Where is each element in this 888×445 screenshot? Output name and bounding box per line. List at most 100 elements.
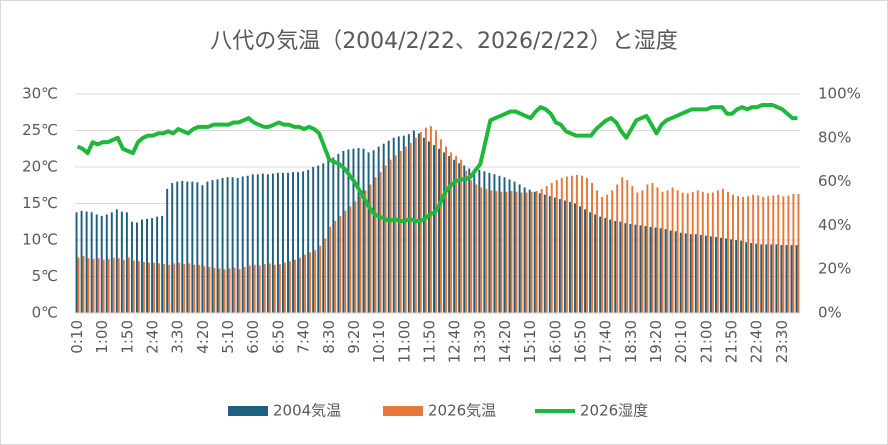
bar — [226, 177, 229, 313]
bar — [505, 191, 508, 313]
bar — [720, 237, 722, 313]
bar — [765, 244, 768, 313]
bar — [570, 175, 573, 313]
bar — [465, 170, 468, 313]
bar — [181, 180, 184, 313]
bar — [168, 264, 171, 313]
bar — [767, 196, 770, 313]
bar — [369, 184, 372, 313]
bar — [666, 190, 669, 313]
bar — [543, 194, 546, 313]
bar — [686, 193, 689, 313]
bar — [75, 212, 78, 313]
legend-label: 2004気温 — [273, 402, 341, 420]
bar — [646, 184, 649, 313]
bar — [151, 218, 154, 313]
bar — [302, 171, 305, 313]
bar — [120, 211, 123, 313]
bar — [110, 212, 113, 313]
bar — [122, 259, 125, 313]
bar — [641, 190, 644, 313]
bar — [198, 264, 201, 313]
bar — [115, 209, 118, 313]
bar — [387, 140, 390, 313]
bar — [417, 133, 420, 313]
legend-swatch — [228, 406, 268, 416]
bar — [601, 196, 604, 313]
bar — [460, 159, 463, 313]
bar — [397, 136, 400, 313]
bar — [745, 242, 748, 313]
bar — [580, 175, 583, 313]
bar — [319, 245, 322, 313]
bar — [414, 137, 417, 313]
bar — [283, 262, 286, 313]
bar — [483, 171, 486, 313]
bar — [770, 244, 773, 313]
bar — [575, 175, 578, 313]
bar — [626, 180, 629, 313]
bar — [156, 216, 159, 313]
x-tick-label: 16:50 — [571, 320, 589, 363]
x-tick-label: 12:40 — [446, 320, 464, 363]
bar — [530, 191, 533, 313]
bar — [352, 148, 355, 313]
x-tick-label: 11:00 — [395, 320, 413, 363]
bar — [563, 200, 566, 313]
y2-tick-label: 60% — [818, 172, 851, 190]
bar — [87, 258, 90, 313]
bar — [407, 134, 410, 313]
bar — [706, 193, 709, 313]
bar — [372, 150, 375, 313]
bar — [740, 240, 743, 313]
bar — [621, 177, 624, 313]
x-tick-label: 3:30 — [169, 320, 187, 354]
x-tick-label: 2:40 — [144, 320, 162, 354]
bar — [297, 172, 300, 313]
bar — [742, 196, 745, 313]
bar — [714, 237, 717, 313]
bar — [80, 210, 83, 313]
legend-swatch — [383, 406, 423, 416]
bar — [92, 258, 95, 313]
bar — [85, 211, 88, 313]
bar — [609, 219, 612, 313]
bar — [450, 152, 453, 313]
bar — [153, 262, 155, 313]
bar — [558, 199, 561, 313]
bar — [775, 244, 778, 313]
bar — [211, 180, 214, 313]
bar — [127, 257, 130, 313]
bar — [631, 185, 634, 313]
bar — [317, 165, 320, 313]
bar — [201, 185, 204, 313]
bar — [480, 187, 483, 313]
bar — [681, 192, 684, 313]
bar — [490, 190, 493, 313]
bar — [679, 232, 682, 313]
bar — [228, 268, 231, 313]
bar — [347, 149, 350, 313]
bar — [468, 168, 471, 313]
bar — [455, 156, 458, 313]
bar — [747, 196, 750, 313]
bar — [208, 267, 211, 313]
y2-tick-label: 20% — [818, 260, 851, 278]
x-tick-label: 21:00 — [697, 320, 715, 363]
x-tick-label: 5:10 — [219, 320, 237, 354]
bar — [273, 264, 276, 313]
bar — [721, 188, 724, 313]
bar — [624, 223, 627, 313]
bar — [178, 262, 181, 313]
bar — [334, 221, 337, 313]
bar — [515, 191, 518, 313]
x-tick-label: 6:00 — [244, 320, 262, 354]
bar — [332, 157, 335, 313]
legend-label: 2026湿度 — [580, 402, 648, 420]
bar — [294, 259, 296, 313]
bar — [659, 228, 662, 313]
bar — [329, 226, 332, 313]
bar — [485, 188, 488, 313]
bar — [367, 152, 370, 313]
bar — [606, 194, 609, 313]
